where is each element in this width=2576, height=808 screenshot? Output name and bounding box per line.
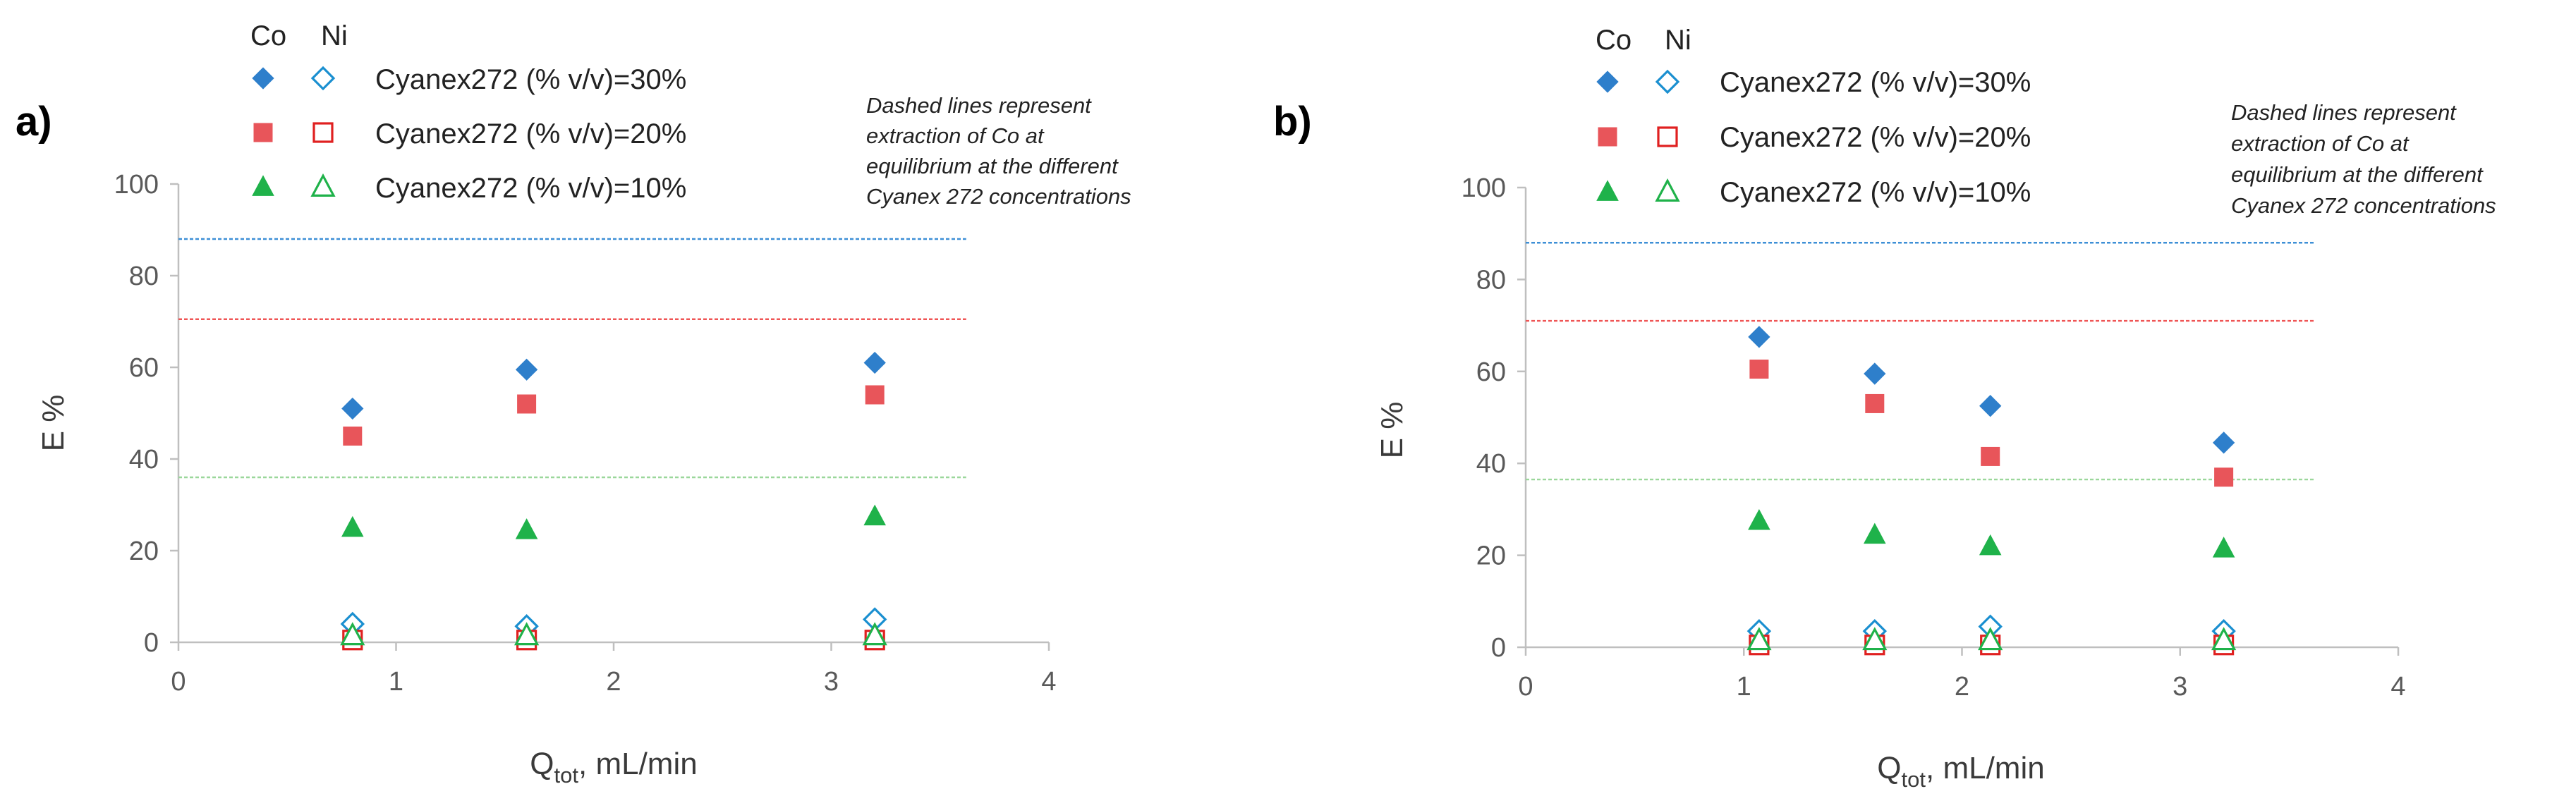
panel-b-point-c30 <box>2212 431 2235 454</box>
panel-b-x-tick-label: 1 <box>1737 672 1751 702</box>
panel-b-note-line-1: Dashed lines represent <box>2231 100 2457 125</box>
panel-a-point-ni10 <box>340 622 365 646</box>
panel-b-point-c30 <box>1864 362 1886 385</box>
panel-a-legend-co-marker-30 <box>252 67 274 90</box>
panel-a-point-c30 <box>863 351 886 374</box>
panel-a-x-tick-label: 2 <box>606 667 621 697</box>
panel-b-y-tick-label: 40 <box>1476 449 1506 479</box>
panel-a-y-tick-label: 0 <box>144 628 159 658</box>
panel-a-x-tick-label: 0 <box>171 667 186 697</box>
panel-a-legend-ni-marker-10 <box>310 173 336 197</box>
panel-b-point-c10 <box>2212 537 2235 558</box>
panel-b-point-c20 <box>1865 393 1885 413</box>
panel-a-y-axis-title: E % <box>36 395 71 452</box>
panel-b-x-tick-label: 0 <box>1518 672 1533 702</box>
panel-b-point-c20 <box>1749 360 1769 379</box>
panel-b-legend-label-30: Cyanex272 (% v/v)=30% <box>1720 67 2031 98</box>
panel-b-x-tick-label: 3 <box>2173 672 2187 702</box>
panel-b-y-tick-label: 60 <box>1476 357 1506 387</box>
panel-b-point-ni10 <box>1978 627 2003 651</box>
panel-b-legend-co-marker-10 <box>1596 180 1619 201</box>
panel-a-point-c20 <box>517 394 537 414</box>
panel-a-legend-label-20: Cyanex272 (% v/v)=20% <box>375 118 686 149</box>
panel-a-note-line-4: Cyanex 272 concentrations <box>866 184 1131 209</box>
panel-b-x-tick-label: 2 <box>1955 672 1969 702</box>
panel-a-point-c30 <box>515 358 538 381</box>
panel-a-legend-markers <box>252 66 336 197</box>
panel-a-y-tick-label: 80 <box>129 262 159 291</box>
panel-b-legend-ni-marker-30 <box>1655 69 1680 94</box>
panel-a-legend-co-header: Co <box>250 20 286 51</box>
panel-b-label: b) <box>1273 99 1312 145</box>
panel-b-legend-co-header: Co <box>1596 25 1632 56</box>
panel-a-x-tick-label: 3 <box>824 667 839 697</box>
panel-a-legend-ni-marker-30 <box>310 66 336 91</box>
panel-a-legend-co-marker-20 <box>253 123 273 142</box>
panel-b-legend-ni-marker-10 <box>1655 178 1680 202</box>
panel-b-point-c10 <box>1864 522 1886 544</box>
panel-a-y-tick-label: 20 <box>129 537 159 566</box>
panel-a-x-tick-label: 1 <box>389 667 403 697</box>
panel-a-note-line-2: extraction of Co at <box>866 123 1045 148</box>
panel-b-point-c10 <box>1979 534 2002 556</box>
panel-a-x-tick-label: 4 <box>1041 667 1056 697</box>
panel-a-point-ni10 <box>862 622 887 646</box>
panel-a-point-c10 <box>863 504 886 526</box>
panel-a-legend-ni-marker-20 <box>312 122 334 143</box>
panel-a-legend-co-marker-10 <box>252 175 274 196</box>
panel-a-point-ni10 <box>514 622 540 646</box>
panel-b-point-ni10 <box>1862 627 1888 651</box>
panel-b-point-ni10 <box>2211 627 2237 651</box>
panel-a-y-tick-label: 60 <box>129 353 159 383</box>
panel-b-point-ni10 <box>1746 627 1772 651</box>
panel-b-note-line-2: extraction of Co at <box>2231 131 2410 156</box>
panel-a: a) Co Ni Cyanex272 (% v/v)=30% Cyanex272… <box>16 20 1131 788</box>
panel-b-legend-co-marker-20 <box>1598 127 1617 147</box>
panel-b-legend-ni-header: Ni <box>1665 25 1691 56</box>
panel-a-y-tick-label: 100 <box>114 170 159 200</box>
panel-b-x-tick-label: 4 <box>2390 672 2405 702</box>
panel-b-point-c20 <box>1981 446 2000 466</box>
panel-a-point-c20 <box>865 385 885 405</box>
panel-b-y-tick-label: 20 <box>1476 541 1506 571</box>
panel-b-point-c30 <box>1748 326 1770 348</box>
panel-b-point-c20 <box>2214 467 2234 487</box>
panel-a-x-axis-title: Qtot, mL/min <box>530 747 697 788</box>
panel-b-legend-co-marker-30 <box>1596 71 1619 93</box>
panel-b: b) Co Ni Cyanex272 (% v/v)=30% Cyanex272… <box>1273 25 2496 792</box>
panel-b-point-c10 <box>1748 509 1770 530</box>
panel-b-y-tick-label: 0 <box>1491 633 1506 663</box>
panel-b-legend-label-20: Cyanex272 (% v/v)=20% <box>1720 122 2031 153</box>
panel-a-point-c10 <box>515 518 538 539</box>
panel-a-legend-ni-header: Ni <box>321 20 348 51</box>
panel-a-y-tick-label: 40 <box>129 445 159 475</box>
panel-b-legend-markers <box>1596 69 1680 202</box>
panel-a-note-line-3: equilibrium at the different <box>866 154 1119 178</box>
panel-b-note-line-4: Cyanex 272 concentrations <box>2231 193 2496 218</box>
panel-b-point-c30 <box>1979 395 2002 417</box>
panel-a-point-c20 <box>343 427 363 446</box>
panel-b-y-tick-label: 80 <box>1476 265 1506 295</box>
panel-b-note-line-3: equilibrium at the different <box>2231 162 2484 187</box>
panel-b-legend-label-10: Cyanex272 (% v/v)=10% <box>1720 177 2031 208</box>
panel-a-legend-label-30: Cyanex272 (% v/v)=30% <box>375 64 686 95</box>
panel-b-legend-ni-marker-20 <box>1657 126 1678 147</box>
panel-b-y-axis-title: E % <box>1375 402 1409 459</box>
panel-a-label: a) <box>16 99 52 145</box>
panel-a-legend-label-10: Cyanex272 (% v/v)=10% <box>375 173 686 204</box>
panel-a-note-line-1: Dashed lines represent <box>866 93 1092 118</box>
panel-b-y-tick-label: 100 <box>1462 173 1506 203</box>
panel-b-x-axis-title: Qtot, mL/min <box>1877 751 2044 792</box>
panel-a-point-c30 <box>341 397 364 420</box>
panel-a-point-c10 <box>341 515 364 537</box>
